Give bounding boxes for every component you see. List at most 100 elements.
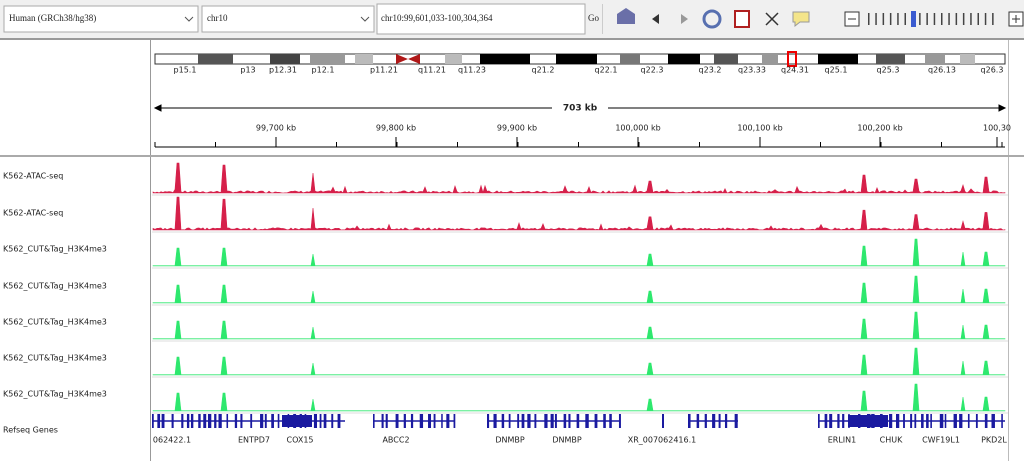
exon bbox=[734, 414, 738, 428]
exon bbox=[403, 414, 406, 428]
genome-label: Human (GRCh38/hg38) bbox=[9, 13, 96, 23]
exon bbox=[688, 414, 691, 428]
ruler-tick-label: 99,800 kb bbox=[376, 124, 416, 133]
band-label: q21.2 bbox=[532, 66, 555, 75]
panel-border bbox=[1008, 40, 1009, 461]
exon bbox=[395, 414, 399, 428]
ruler-tick-label: 99,900 kb bbox=[497, 124, 537, 133]
exon bbox=[550, 414, 554, 428]
exon bbox=[1001, 414, 1003, 428]
exon bbox=[696, 414, 700, 428]
popup-button[interactable] bbox=[792, 11, 810, 28]
gene-label: PKD2L bbox=[981, 436, 1007, 445]
band-label: q24.31 bbox=[781, 66, 809, 75]
exon bbox=[930, 414, 932, 428]
band-label: q25.1 bbox=[825, 66, 848, 75]
ruler-tick-label: 100,100 kb bbox=[737, 124, 782, 133]
exon bbox=[594, 414, 598, 428]
chromosome-label: chr10 bbox=[207, 13, 228, 23]
refresh-button[interactable] bbox=[702, 9, 722, 29]
zoom-thumb bbox=[911, 11, 916, 27]
exon bbox=[190, 414, 194, 428]
exon bbox=[889, 414, 893, 428]
exon bbox=[618, 414, 621, 428]
span-bg bbox=[552, 101, 608, 115]
exon bbox=[837, 414, 840, 428]
go-button[interactable]: Go bbox=[588, 13, 599, 23]
band-label: p11.21 bbox=[370, 66, 398, 75]
exon-block bbox=[282, 415, 312, 427]
band-label: q26.13 bbox=[928, 66, 956, 75]
zoom-tick bbox=[948, 13, 950, 25]
exon bbox=[724, 414, 728, 428]
band-label: q23.2 bbox=[699, 66, 722, 75]
exon bbox=[554, 414, 557, 428]
exon bbox=[250, 414, 253, 428]
band-label: q26.3 bbox=[981, 66, 1004, 75]
band-label: q11.23 bbox=[458, 66, 486, 75]
fit-button[interactable] bbox=[765, 12, 779, 26]
zoom-tick bbox=[897, 13, 899, 25]
exon bbox=[260, 414, 264, 428]
cytoband bbox=[445, 54, 462, 64]
cytoband bbox=[714, 54, 738, 64]
exon bbox=[953, 414, 957, 428]
exon bbox=[337, 414, 341, 428]
cytoband bbox=[310, 54, 345, 64]
exon bbox=[161, 414, 165, 428]
exon bbox=[226, 414, 229, 428]
zoom-slider[interactable] bbox=[868, 11, 994, 27]
cytoband bbox=[556, 54, 597, 64]
forward-button[interactable] bbox=[681, 14, 688, 24]
ruler-tick-label: 99,700 kb bbox=[256, 124, 296, 133]
exon bbox=[842, 414, 845, 428]
exon bbox=[331, 414, 334, 428]
exon bbox=[493, 414, 497, 428]
gene-label: DNMBP bbox=[552, 436, 582, 445]
cytoband bbox=[480, 54, 530, 64]
track-name: K562_CUT&Tag_H3K4me3 bbox=[3, 354, 107, 363]
exon bbox=[487, 414, 490, 428]
locus-box[interactable] bbox=[376, 3, 586, 35]
band-label: q25.3 bbox=[877, 66, 900, 75]
exon-block bbox=[848, 415, 888, 427]
exon bbox=[926, 414, 929, 428]
exon bbox=[910, 414, 913, 428]
exon bbox=[967, 414, 970, 428]
centromere bbox=[396, 54, 420, 64]
exon bbox=[521, 414, 525, 428]
exon bbox=[446, 414, 450, 428]
track-name: K562-ATAC-seq bbox=[3, 172, 63, 181]
locus-text: chr10:99,601,033-100,304,364 bbox=[381, 13, 493, 23]
track-name: K562_CUT&Tag_H3K4me3 bbox=[3, 318, 107, 327]
exon bbox=[527, 414, 531, 428]
exon bbox=[319, 414, 322, 428]
back-button[interactable] bbox=[652, 14, 659, 24]
roi-button[interactable] bbox=[734, 10, 750, 28]
exon bbox=[157, 414, 161, 428]
chromosome-select[interactable] bbox=[201, 5, 375, 33]
cytoband bbox=[960, 54, 975, 64]
track-name: K562-ATAC-seq bbox=[3, 209, 63, 218]
genome-select[interactable] bbox=[3, 5, 199, 33]
cytoband bbox=[876, 54, 905, 64]
track-name: Refseq Genes bbox=[3, 426, 58, 435]
band-label: p12.31 bbox=[269, 66, 297, 75]
exon bbox=[203, 414, 207, 428]
cytoband bbox=[198, 54, 233, 64]
gene-label: DNMBP bbox=[495, 436, 525, 445]
ruler-tick-label: 100,200 kb bbox=[857, 124, 902, 133]
exon bbox=[501, 414, 505, 428]
exon bbox=[441, 414, 443, 428]
zoom-in-icon bbox=[1012, 15, 1020, 23]
exon bbox=[975, 414, 978, 428]
exon bbox=[534, 414, 537, 428]
exon bbox=[419, 414, 424, 428]
exon bbox=[903, 414, 905, 428]
exon bbox=[271, 414, 274, 428]
home-button[interactable] bbox=[617, 8, 635, 24]
track-name: K562_CUT&Tag_H3K4me3 bbox=[3, 390, 107, 399]
zoom-tick bbox=[955, 13, 958, 25]
